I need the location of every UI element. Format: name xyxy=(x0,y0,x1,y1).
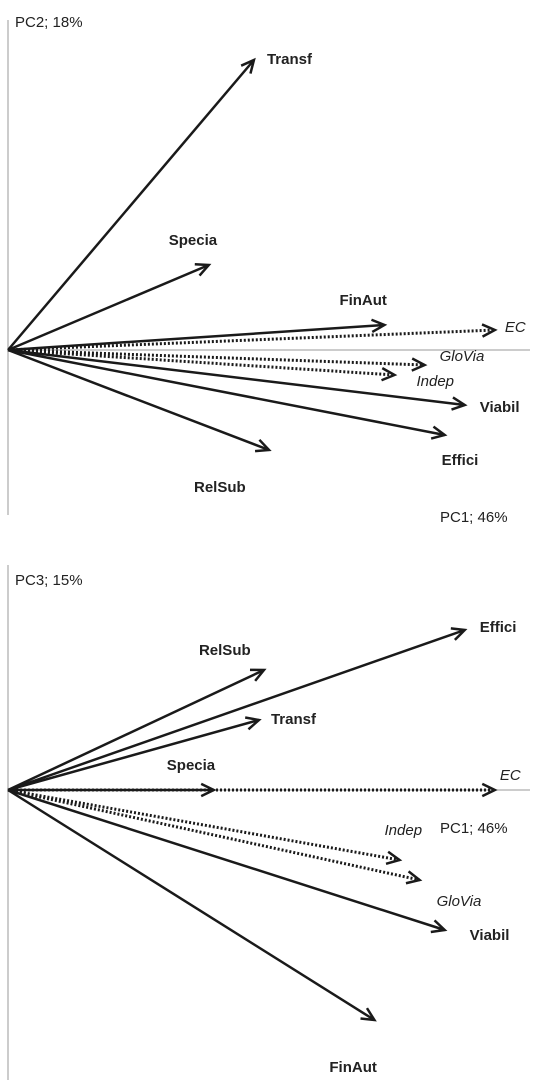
arrowhead xyxy=(240,57,256,74)
arrowhead xyxy=(254,438,272,453)
arrowhead xyxy=(194,263,212,277)
vector-shaft xyxy=(7,348,270,452)
loading-vector xyxy=(7,263,212,352)
arrowhead xyxy=(370,318,388,333)
loading-vector xyxy=(7,788,423,885)
vector-shaft xyxy=(7,323,385,352)
vector-shaft xyxy=(7,788,376,1022)
y-axis-label: PC3; 15% xyxy=(15,572,83,589)
arrowhead xyxy=(481,323,498,338)
loading-vector xyxy=(7,627,468,792)
vector-label: Effici xyxy=(442,452,479,469)
vector-label: Specia xyxy=(169,232,218,249)
loading-vector xyxy=(7,788,448,934)
loading-vector xyxy=(7,57,256,351)
vector-shaft xyxy=(7,263,210,352)
loading-vector xyxy=(7,348,448,440)
arrowhead xyxy=(249,668,267,682)
arrowhead xyxy=(450,627,468,641)
loading-vector xyxy=(7,668,267,792)
vector-label: Viabil xyxy=(470,927,510,944)
vector-label: Specia xyxy=(167,757,216,774)
arrowhead xyxy=(430,919,448,934)
loading-vector xyxy=(7,323,498,352)
vector-label: GloVia xyxy=(440,348,485,365)
vector-shaft xyxy=(7,348,445,437)
loading-vector xyxy=(7,318,388,352)
vector-label: GloVia xyxy=(437,893,482,910)
vector-label: FinAut xyxy=(329,1059,376,1076)
vector-label: Transf xyxy=(267,51,313,68)
y-axis-label: PC2; 18% xyxy=(15,14,83,31)
loading-vector xyxy=(7,348,428,372)
vector-shaft xyxy=(7,668,265,792)
arrowhead xyxy=(411,357,428,372)
arrowhead xyxy=(360,1007,377,1022)
loading-vector xyxy=(7,716,262,792)
arrowhead xyxy=(244,716,262,731)
arrowhead xyxy=(385,850,403,865)
vector-label: Transf xyxy=(271,711,317,728)
vector-label: Indep xyxy=(416,373,454,390)
arrowhead xyxy=(481,782,498,798)
loading-vector xyxy=(7,788,403,865)
vector-label: EC xyxy=(500,767,521,784)
vector-label: RelSub xyxy=(194,479,246,496)
vector-shaft xyxy=(7,718,260,792)
vector-shaft xyxy=(7,348,425,367)
arrowhead xyxy=(430,425,448,440)
arrowhead xyxy=(381,367,398,382)
vector-label: Viabil xyxy=(480,399,520,416)
vector-shaft xyxy=(7,788,446,932)
arrowhead xyxy=(451,396,468,411)
vector-label: Effici xyxy=(480,619,517,636)
vector-shaft xyxy=(7,348,395,377)
vector-label: RelSub xyxy=(199,642,251,659)
x-axis-label: PC1; 46% xyxy=(440,509,508,526)
vector-shaft xyxy=(7,328,495,352)
loading-vector xyxy=(7,348,272,453)
x-axis-label: PC1; 46% xyxy=(440,820,508,837)
vector-shaft xyxy=(7,788,420,882)
arrowhead xyxy=(405,870,423,885)
loading-vector xyxy=(7,348,398,382)
vector-shaft xyxy=(7,628,466,792)
vector-shaft xyxy=(7,788,400,862)
vector-label: Indep xyxy=(385,822,423,839)
loading-vector xyxy=(8,782,217,798)
loading-vector xyxy=(7,788,377,1022)
vector-label: EC xyxy=(505,319,526,336)
loading-vector xyxy=(8,782,498,798)
vector-shaft xyxy=(7,348,465,407)
loading-vector xyxy=(7,348,468,411)
vector-label: FinAut xyxy=(339,292,386,309)
vector-shaft xyxy=(7,59,255,351)
